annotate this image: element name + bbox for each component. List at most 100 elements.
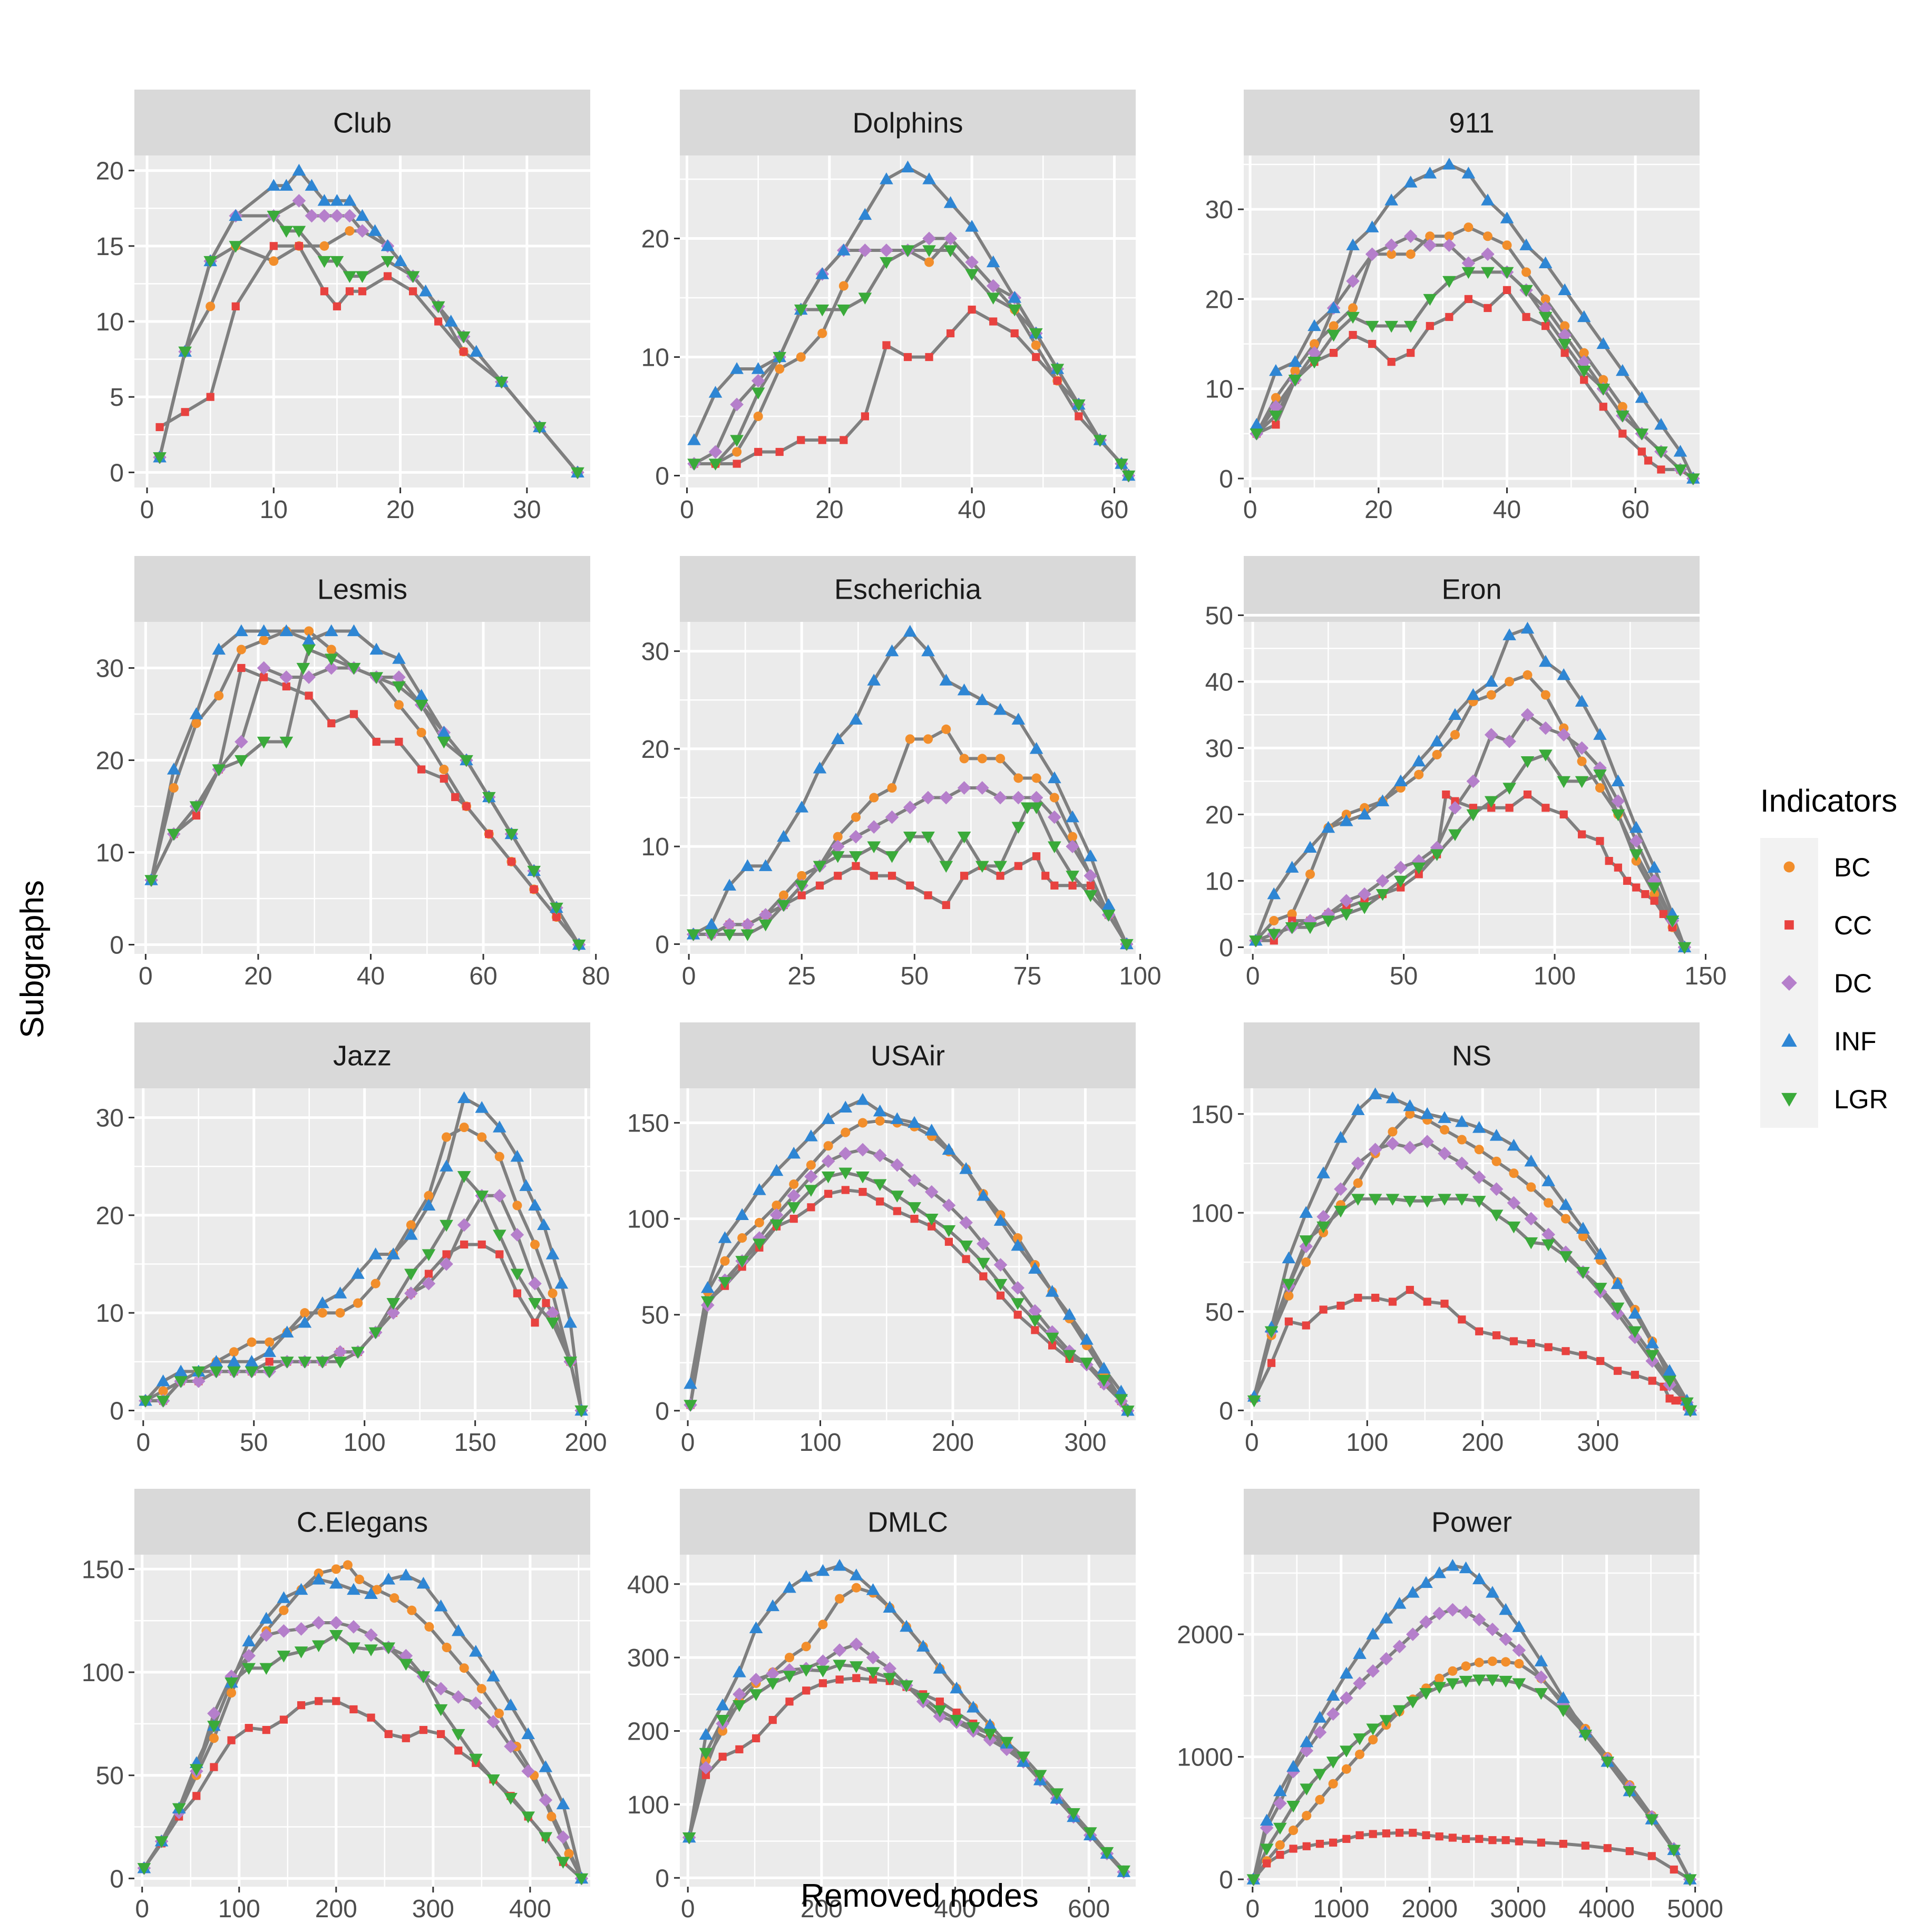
point-cc	[530, 885, 538, 894]
point-inf	[816, 1564, 830, 1576]
point-cc	[1289, 1845, 1297, 1853]
point-lgr	[1420, 1196, 1435, 1208]
point-cc	[910, 1215, 919, 1223]
x-tick-label: 400	[509, 1895, 551, 1922]
y-tick-label: 0	[655, 931, 669, 959]
point-lgr	[1029, 328, 1043, 340]
point-inf	[1326, 301, 1341, 314]
x-tick-label: 0	[681, 1429, 695, 1457]
point-bc	[718, 1726, 728, 1736]
point-lgr	[563, 1357, 578, 1369]
point-cc	[1406, 1285, 1414, 1294]
point-cc	[384, 1730, 393, 1739]
point-dc	[1346, 274, 1360, 288]
point-dc	[1507, 1196, 1521, 1210]
point-lgr	[933, 1705, 947, 1718]
series-points-lgr	[139, 1171, 589, 1418]
point-lgr	[1512, 1678, 1526, 1690]
point-inf	[317, 194, 331, 206]
strip-title-power: Power	[1431, 1507, 1512, 1538]
x-tick-label: 0	[139, 962, 153, 990]
point-cc	[735, 1745, 744, 1753]
point-cc	[434, 317, 443, 326]
point-inf	[1486, 1586, 1499, 1598]
point-bc	[905, 734, 915, 744]
point-inf	[903, 625, 917, 637]
point-lgr	[556, 1857, 570, 1869]
point-dc	[329, 1616, 343, 1630]
point-inf	[380, 239, 395, 251]
point-lgr	[1316, 1221, 1330, 1234]
y-tick-label: 20	[641, 226, 669, 253]
point-inf	[901, 160, 915, 173]
point-dc	[1461, 256, 1476, 270]
point-dc	[1011, 1281, 1025, 1295]
point-cc	[1041, 872, 1050, 880]
point-dc	[1432, 1606, 1447, 1621]
point-bc	[775, 364, 785, 374]
point-lgr	[718, 1277, 732, 1289]
point-bc	[279, 1605, 289, 1615]
point-inf	[733, 1665, 746, 1677]
point-bc	[476, 1684, 486, 1694]
point-cc	[752, 1734, 760, 1743]
point-inf	[883, 1601, 897, 1613]
point-cc	[442, 1250, 451, 1258]
x-tick-label: 200	[565, 1429, 607, 1457]
point-inf	[777, 830, 791, 842]
point-lgr	[404, 1269, 418, 1281]
y-tick-label: 5	[110, 384, 124, 412]
point-inf	[942, 1143, 956, 1155]
point-cc	[1560, 348, 1569, 357]
point-lgr	[277, 1651, 291, 1663]
y-tick-label: 100	[82, 1659, 124, 1687]
x-tick-label: 5000	[1667, 1895, 1723, 1922]
point-cc	[1068, 881, 1077, 890]
point-bc	[206, 301, 216, 311]
y-tick-label: 50	[1205, 1299, 1233, 1326]
point-cc	[869, 1675, 877, 1684]
point-lgr	[1300, 1783, 1314, 1796]
point-lgr	[885, 851, 899, 863]
series-points-lgr	[144, 644, 586, 952]
point-inf	[416, 1576, 431, 1589]
point-dc	[364, 1628, 378, 1642]
point-dc	[207, 1706, 221, 1721]
point-lgr	[178, 346, 192, 359]
point-cc	[206, 393, 214, 401]
point-cc	[210, 1763, 218, 1771]
y-tick-label: 0	[110, 1865, 124, 1893]
point-inf	[368, 1247, 383, 1260]
x-tick-label: 10	[260, 496, 288, 524]
point-inf	[209, 1354, 223, 1367]
point-inf	[1481, 193, 1495, 206]
point-cc	[1382, 1829, 1391, 1838]
point-inf	[959, 1162, 973, 1174]
point-inf	[1029, 742, 1043, 754]
point-cc	[1409, 1829, 1417, 1837]
legend-title: Indicators	[1760, 783, 1897, 818]
point-inf	[1635, 391, 1649, 403]
point-lgr	[1558, 338, 1572, 351]
point-lgr	[212, 764, 226, 776]
point-dc	[311, 1616, 326, 1630]
point-bc	[1560, 1214, 1570, 1224]
point-cc	[279, 1715, 288, 1724]
point-inf	[469, 345, 483, 357]
point-cc	[282, 682, 290, 691]
point-cc	[262, 1726, 270, 1734]
point-lgr	[1645, 1814, 1659, 1826]
point-dc	[977, 1237, 990, 1251]
y-tick-label: 200	[627, 1718, 669, 1746]
point-inf	[1392, 1597, 1407, 1609]
panel-bg-usair	[680, 1088, 1136, 1420]
point-cc	[1284, 1317, 1293, 1326]
point-dc	[469, 1696, 483, 1710]
point-cc	[1445, 313, 1453, 321]
y-tick-label: 0	[1219, 465, 1233, 493]
point-dc	[942, 1198, 956, 1212]
point-inf	[1412, 754, 1426, 767]
axes-jazz: 0 50 100 150 200 0 10 20 30	[96, 1105, 607, 1457]
point-dc	[1375, 874, 1390, 888]
point-lgr	[572, 939, 586, 952]
